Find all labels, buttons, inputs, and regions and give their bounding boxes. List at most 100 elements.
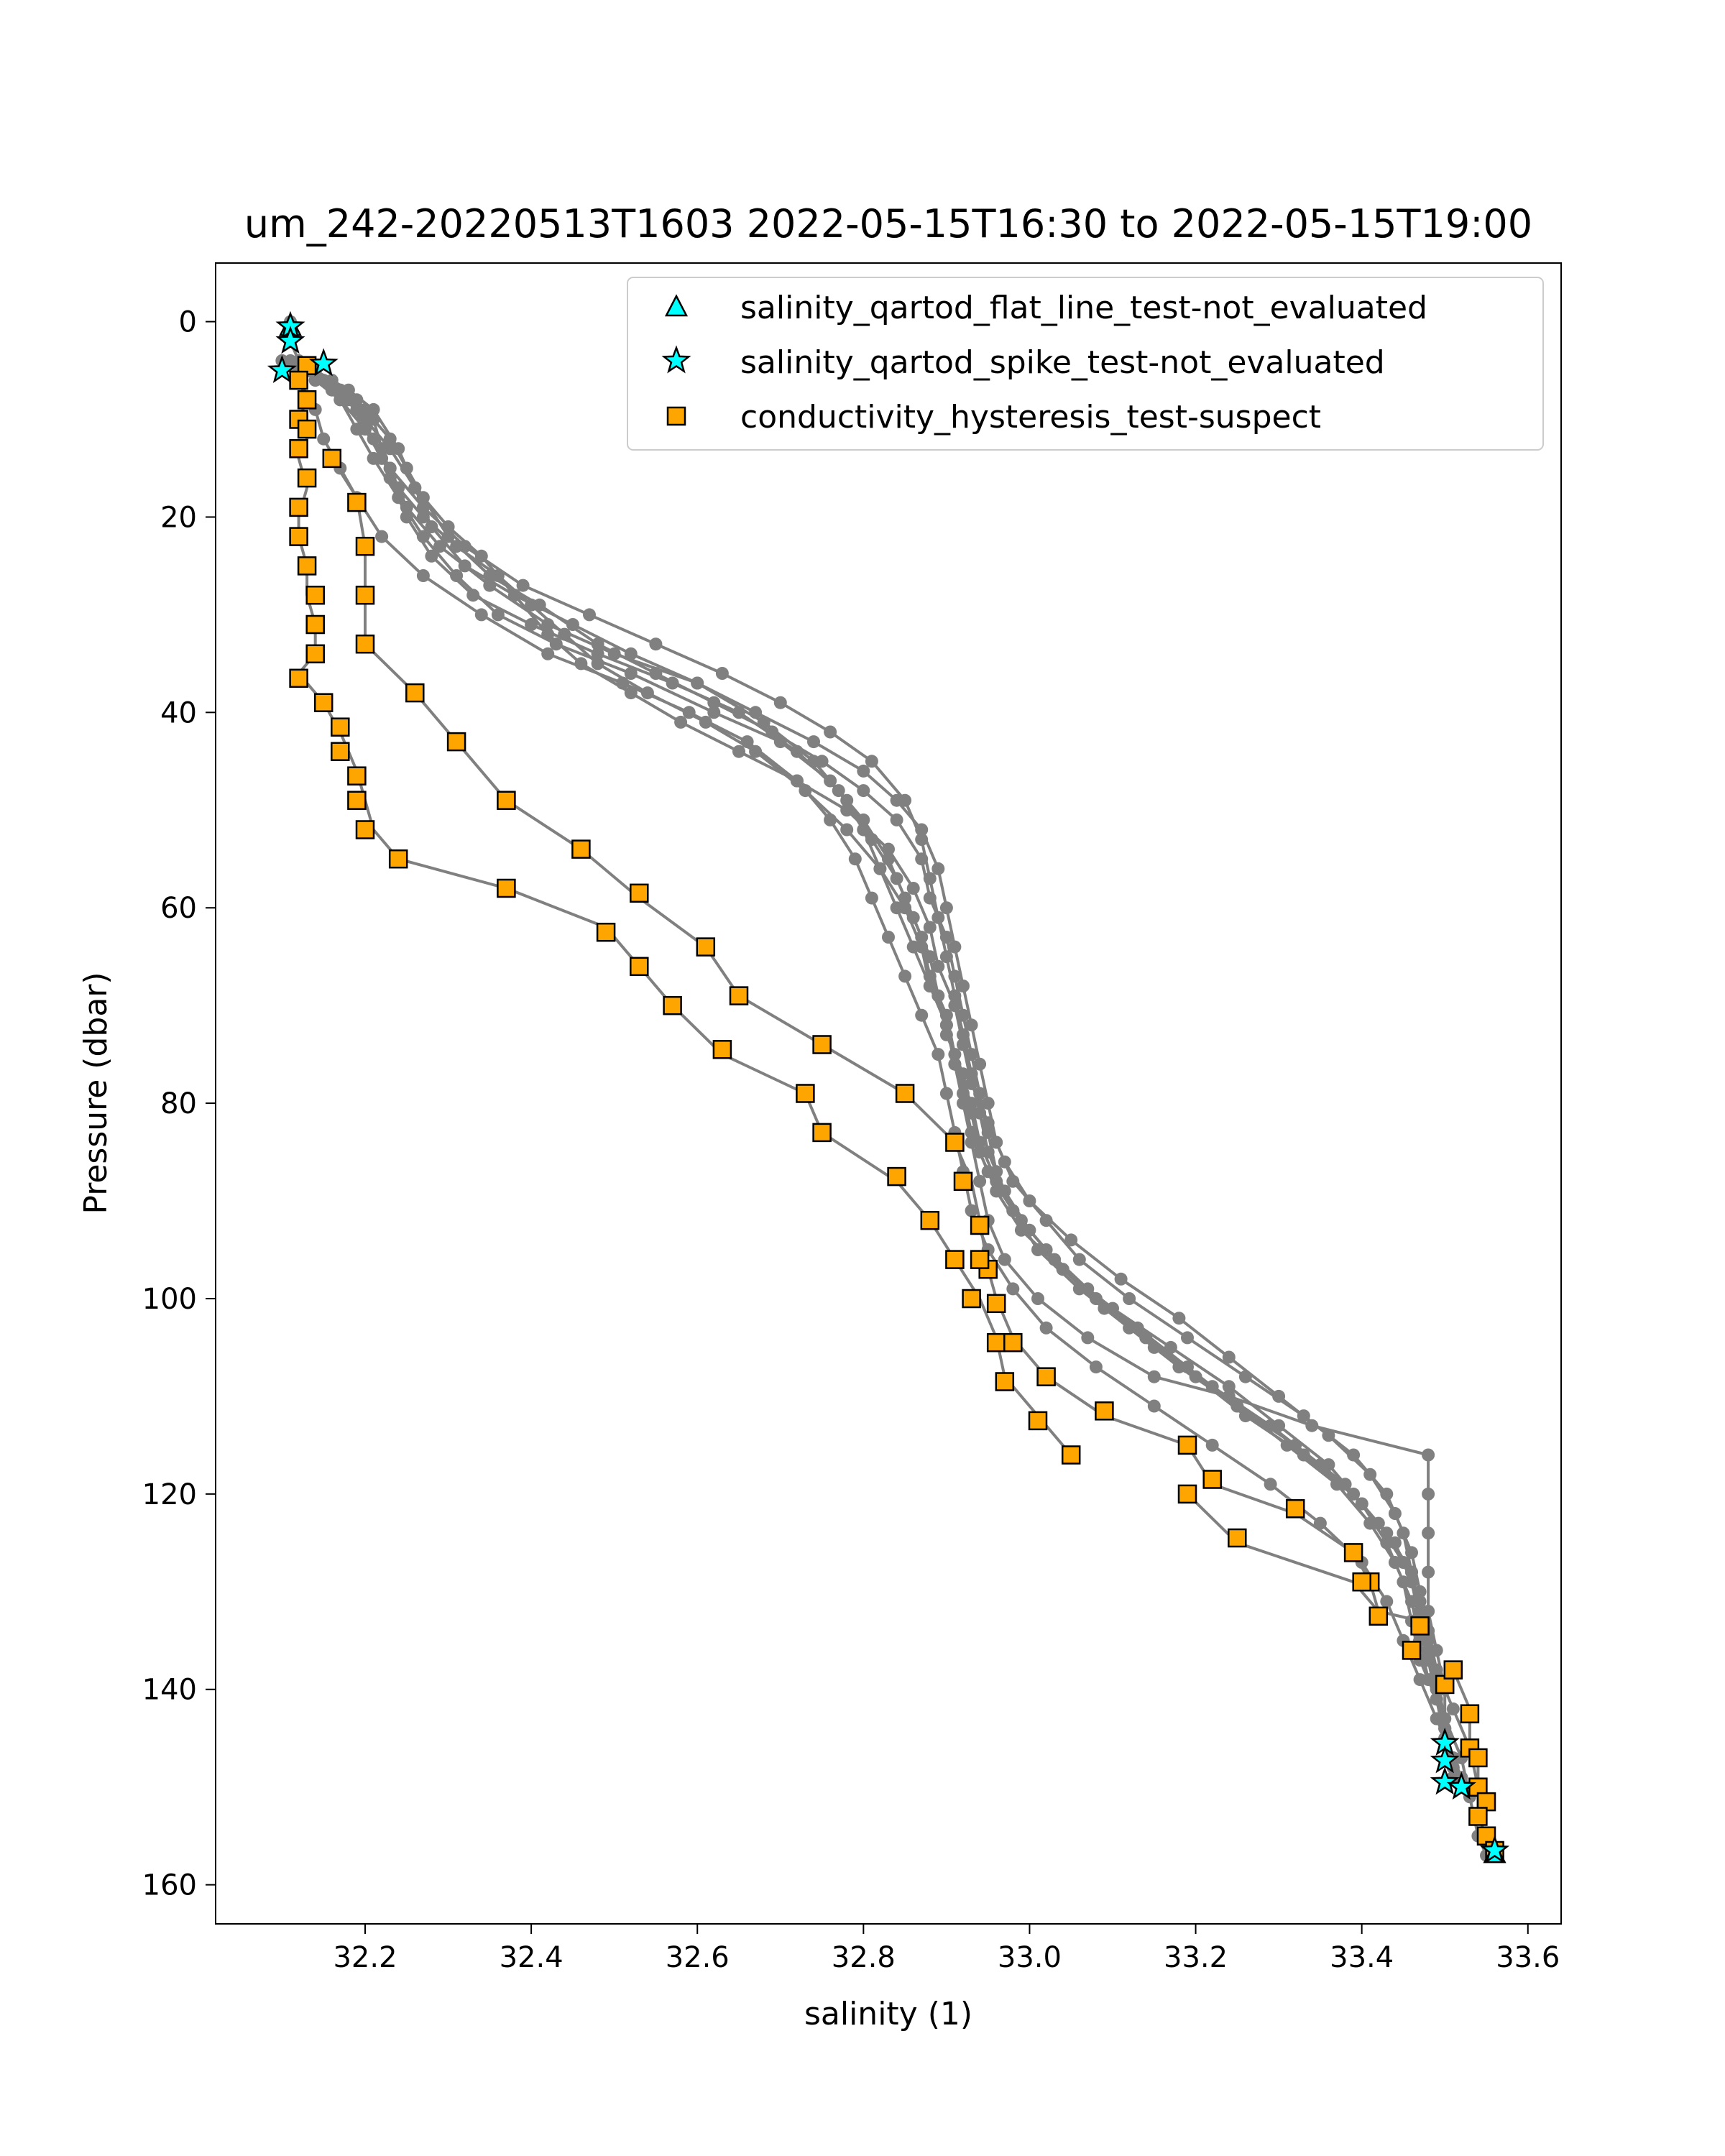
profile-7-point-18: [939, 931, 953, 944]
profile-5-point-25: [1039, 1214, 1053, 1227]
hysteresis-marker-31: [962, 1289, 981, 1309]
profile-4-point-6: [400, 510, 413, 524]
profile-4-point-27: [1031, 1292, 1044, 1305]
y-tick-label-8: 160: [142, 1869, 197, 1902]
profile-8-point-7: [416, 569, 430, 582]
profile-7-point-17: [923, 891, 937, 905]
profile-4-point-2: [350, 393, 364, 407]
profile-7-point-22: [973, 1087, 987, 1100]
hysteresis-marker-12: [305, 644, 325, 664]
hysteresis-marker-14: [313, 693, 334, 712]
y-tick-label-2: 40: [160, 696, 197, 729]
profile-2-point-26: [1114, 1272, 1128, 1286]
legend-label-flat-line: salinity_qartod_flat_line_test-not_evalu…: [740, 290, 1427, 326]
profile-5-point-32: [1380, 1487, 1394, 1501]
profile-3-point-32: [1297, 1448, 1310, 1462]
profile-5-point-12: [807, 735, 820, 749]
profile-4-point-15: [857, 823, 870, 837]
hysteresis-marker-46: [696, 937, 716, 957]
profile-4-point-9: [525, 618, 538, 631]
profile-7-point-4: [400, 461, 413, 475]
hysteresis-marker-22: [596, 922, 616, 942]
hysteresis-marker-58: [1177, 1435, 1197, 1455]
profile-4-point-21: [948, 1057, 962, 1071]
profile-4-point-34: [1422, 1526, 1435, 1540]
legend-entry-hysteresis: conductivity_hysteresis_test-suspect: [666, 399, 1321, 436]
y-tick-label-6: 120: [142, 1478, 197, 1511]
profile-6-point-10: [715, 667, 729, 680]
hysteresis-marker-33: [995, 1372, 1015, 1391]
profile-8-point-37: [1430, 1712, 1443, 1726]
hysteresis-marker-54: [986, 1294, 1006, 1314]
hysteresis-marker-41: [405, 683, 425, 703]
profile-5-point-20: [965, 1018, 978, 1032]
hysteresis-marker-27: [812, 1123, 832, 1143]
profile-2-point-27: [1172, 1312, 1186, 1325]
hysteresis-marker-79: [1352, 1572, 1371, 1592]
hysteresis-marker-70: [1468, 1748, 1488, 1768]
profile-5-point-5: [425, 520, 438, 533]
hysteresis-marker-61: [1343, 1543, 1363, 1562]
profile-7-point-16: [915, 852, 929, 866]
profile-7-point-10: [649, 667, 663, 680]
profile-7-point-34: [1388, 1556, 1402, 1569]
hysteresis-marker-55: [1003, 1332, 1023, 1353]
profile-8-point-27: [1039, 1321, 1053, 1335]
profile-4-point-28: [1081, 1331, 1095, 1345]
x-axis-ticks: 32.2 32.4 32.6 32.8 33.0 33.2 33.4 33.6: [333, 1924, 1560, 1974]
profile-3-point-14: [749, 745, 763, 758]
profile-6-point-14: [898, 793, 912, 807]
profile-8-point-19: [915, 1008, 929, 1022]
profile-4-point-35: [1422, 1565, 1435, 1579]
profile-8-point-10: [616, 676, 630, 690]
hysteresis-marker-65: [1402, 1641, 1422, 1660]
hysteresis-marker-51: [953, 1171, 973, 1192]
profile-4-point-14: [832, 784, 845, 798]
profile-6-point-29: [1205, 1380, 1219, 1393]
profile-5-point-17: [939, 901, 953, 915]
y-tick-label-1: 20: [160, 501, 197, 534]
profile-7-point-12: [765, 725, 779, 739]
legend-triangle-icon: [664, 294, 689, 317]
profile-2-point-17: [923, 921, 937, 934]
profile-4-point-8: [466, 589, 480, 602]
hysteresis-marker-64: [1410, 1616, 1430, 1636]
profile-7-point-26: [1031, 1243, 1044, 1256]
profile-4-point-5: [383, 471, 397, 485]
hysteresis-marker-15: [331, 717, 350, 737]
hysteresis-marker-9: [297, 556, 317, 576]
profile-7-point-30: [1230, 1399, 1244, 1413]
profile-4-point-18: [906, 940, 920, 954]
hysteresis-marker-40: [355, 634, 375, 654]
profile-5-point-6: [458, 559, 472, 573]
x-tick-label-3: 32.8: [832, 1941, 896, 1974]
profile-6-point-12: [824, 725, 837, 739]
hysteresis-marker-49: [895, 1084, 915, 1103]
hysteresis-marker-36: [322, 448, 342, 469]
profile-3-point-11: [591, 657, 604, 671]
hysteresis-marker-5: [289, 439, 308, 459]
profile-4-point-32: [1422, 1448, 1435, 1462]
legend-entry-flat-line: salinity_qartod_flat_line_test-not_evalu…: [664, 290, 1427, 326]
hysteresis-marker-76: [970, 1250, 990, 1269]
profile-8-point-24: [965, 1204, 978, 1217]
profile-7-point-11: [707, 696, 721, 709]
profile-7-point-32: [1330, 1478, 1343, 1491]
profile-8-point-12: [740, 735, 754, 749]
profile-4-point-19: [923, 980, 937, 992]
profile-3-point-29: [1139, 1331, 1153, 1345]
hysteresis-marker-77: [1177, 1484, 1197, 1504]
profile-0-point-10: [491, 608, 505, 622]
profile-1-point-7: [433, 540, 446, 553]
hysteresis-marker-60: [1285, 1499, 1305, 1519]
profile-4-point-7: [425, 549, 438, 563]
profile-6-point-9: [649, 637, 663, 651]
hysteresis-marker-23: [630, 957, 649, 977]
legend: salinity_qartod_flat_line_test-not_evalu…: [627, 277, 1544, 451]
chart-title: um_242-20220513T1603 2022-05-15T16:30 to…: [244, 201, 1532, 247]
spike-marker-8: [1479, 1835, 1510, 1864]
profile-5-point-16: [932, 862, 945, 875]
hysteresis-marker-32: [986, 1332, 1006, 1353]
profile-2-point-15: [882, 842, 895, 856]
y-tick-label-7: 140: [142, 1674, 197, 1707]
